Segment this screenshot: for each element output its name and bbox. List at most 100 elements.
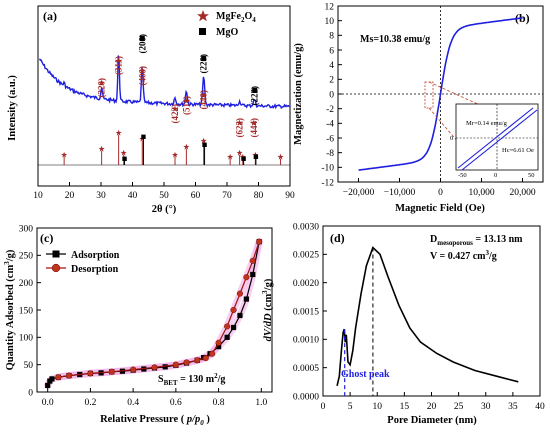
panel-c-ytick-label: 200 xyxy=(19,279,34,289)
panel-b-ylabel: Magnetization (emu/g) xyxy=(293,43,304,145)
panel-c-label: (c) xyxy=(40,231,53,245)
panel-b-ytick-label: 0 xyxy=(329,90,334,100)
panel-a-xlabel: 2θ (°) xyxy=(152,204,177,215)
legend-mgo: MgO xyxy=(216,27,238,38)
desorption-point xyxy=(172,361,179,368)
panel-a-reference-lines xyxy=(61,129,284,165)
panel-b-xlabel: Magnetic Field (Oe) xyxy=(395,203,485,214)
legend-mgfe2o4: MgFe2O4 xyxy=(216,11,256,24)
panel-c-ytick-label: 300 xyxy=(19,224,34,234)
panel-d-dmeso-annotation: Dmesoporous = 13.13 nm xyxy=(430,234,523,247)
panel-a-peak-label: (220) xyxy=(199,54,209,74)
panel-a-peak-star xyxy=(183,97,190,104)
panel-a-peak-labels: (220) (311) (400) (200) (422) (511) (440) (220)… xyxy=(97,34,260,138)
panel-a-mgo-ref-square xyxy=(241,156,246,161)
desorption-point xyxy=(256,238,263,245)
panel-a-peak-star xyxy=(236,119,243,126)
legend-square-marker xyxy=(199,28,206,35)
adsorption-point xyxy=(45,382,51,389)
panel-d-ytick-label: 0.0010 xyxy=(293,336,319,346)
panel-b-y-ticks: -12 -10 -8 -6 -4 -2 0 2 4 6 8 10 12 xyxy=(321,2,342,188)
panel-a-xrd: (a) (220)(311)(400)(200)(422) (511) (440)(… xyxy=(7,5,295,215)
panel-a-peak-square xyxy=(252,88,258,93)
panel-a-spinel-ref-star xyxy=(61,151,68,158)
panel-d-pore-distribution: (d) Ghost peak 0 5 10 15 20 25 30 35 40 0.00000.… xyxy=(261,222,545,426)
panel-c-legend: Adsorption Desorption xyxy=(46,250,120,275)
inset-xtick-3: 50 xyxy=(528,172,535,179)
panel-a-xtick-label: 10 xyxy=(33,191,43,201)
panel-d-ytick-label: 0.0030 xyxy=(293,222,319,232)
panel-a-peak-label: (200) xyxy=(137,34,147,54)
panel-d-xtick-label: 30 xyxy=(481,402,491,412)
panel-d-xtick-label: 25 xyxy=(454,402,464,412)
desorption-point xyxy=(224,323,231,330)
panel-a-xtick-label: 80 xyxy=(254,191,264,201)
panel-a-ylabel: Intensity (a.u.) xyxy=(7,75,18,141)
panel-a-mgo-ref-square xyxy=(253,154,259,159)
panel-b-ytick-label: -12 xyxy=(321,178,334,188)
panel-c-highlight-band xyxy=(54,238,263,381)
panel-b-xtick-label: −20,000 xyxy=(343,188,375,198)
panel-b-zoom-box xyxy=(424,81,434,109)
adsorption-point xyxy=(243,296,249,302)
desorption-point xyxy=(183,359,190,366)
panel-d-ytick-label: 0.0000 xyxy=(293,392,319,402)
legend-star-marker xyxy=(197,10,209,22)
panel-b-ytick-label: -10 xyxy=(321,164,334,174)
adsorption-point xyxy=(250,271,256,278)
panel-a-peak-star xyxy=(115,57,122,64)
desorption-point xyxy=(209,350,216,357)
desorption-point xyxy=(130,366,137,373)
desorption-point xyxy=(236,290,244,297)
panel-c-ylabel: Quantity Adsorbed (cm3/g) xyxy=(3,249,16,370)
inset-branch-up xyxy=(457,107,534,169)
panel-c-y-ticks: 0 50 100 150 200 250 300 xyxy=(19,224,41,398)
panel-c-isotherm: (c) 0.0 0.2 0.4 0.6 0.8 1.0 0 50 100 150 200 250 30… xyxy=(3,224,273,427)
panel-a-peak-star xyxy=(171,105,179,112)
panel-d-ytick-label: 0.0025 xyxy=(293,251,319,261)
panel-d-xtick-label: 10 xyxy=(373,402,383,412)
panel-a-x-ticks: 10 20 30 40 50 60 70 80 90 xyxy=(33,182,295,201)
desorption-point xyxy=(55,374,62,381)
panel-a-mgo-ref-square xyxy=(202,142,207,147)
panel-b-ytick-label: 4 xyxy=(329,61,334,71)
adsorption-point xyxy=(49,376,55,382)
desorption-point xyxy=(194,357,201,364)
panel-a-legend: MgFe2O4 MgO xyxy=(197,10,256,38)
panel-a-peak-label: (444) xyxy=(249,118,259,138)
desorption-point xyxy=(65,372,73,379)
legend-adsorption: Adsorption xyxy=(71,250,120,261)
panel-c-xtick-label: 0.8 xyxy=(213,398,225,408)
panel-c-ytick-label: 250 xyxy=(19,252,34,262)
panel-a-spinel-ref-star xyxy=(120,149,127,156)
panel-b-hysteresis: (b) −20,000 −10,000 0 10,000 20,000 -12-10-8… xyxy=(293,2,544,214)
desorption-point xyxy=(230,306,237,314)
panel-a-peak-label: (622) xyxy=(235,118,245,138)
panel-a-mgo-ref-square xyxy=(122,156,127,161)
panel-b-ytick-label: 6 xyxy=(329,46,334,56)
panel-b-x-ticks: −20,000 −10,000 0 10,000 20,000 xyxy=(343,178,536,198)
panel-b-ytick-label: -6 xyxy=(326,134,334,144)
panel-a-peak-label: (400) xyxy=(137,66,147,86)
panel-b-mh-curve xyxy=(358,17,523,171)
panel-b-ytick-label: -2 xyxy=(326,105,334,115)
panel-a-mgo-ref-square xyxy=(141,134,146,139)
panel-b-ms-annotation: Ms=10.38 emu/g xyxy=(360,34,430,45)
panel-a-xtick-label: 50 xyxy=(159,191,169,201)
panel-b-ytick-label: -8 xyxy=(326,149,334,159)
panel-a-xtick-label: 20 xyxy=(65,191,75,201)
desorption-point xyxy=(108,368,115,375)
panel-a-xtick-label: 70 xyxy=(222,191,232,201)
legend-adsorption-marker xyxy=(52,250,60,258)
legend-desorption-marker xyxy=(51,263,61,273)
panel-d-xlabel: Pore Diameter (nm) xyxy=(387,415,477,426)
panel-c-xtick-label: 0.2 xyxy=(84,398,96,408)
panel-c-xtick-label: 0.0 xyxy=(42,398,54,408)
panel-c-series xyxy=(45,238,263,389)
panel-a-spinel-ref-star xyxy=(227,153,234,160)
panel-a-spinel-ref-star xyxy=(98,145,105,152)
adsorption-point xyxy=(162,364,168,370)
panel-c-xtick-label: 0.4 xyxy=(127,398,139,408)
inset-xtick-2: 0 xyxy=(494,172,497,179)
